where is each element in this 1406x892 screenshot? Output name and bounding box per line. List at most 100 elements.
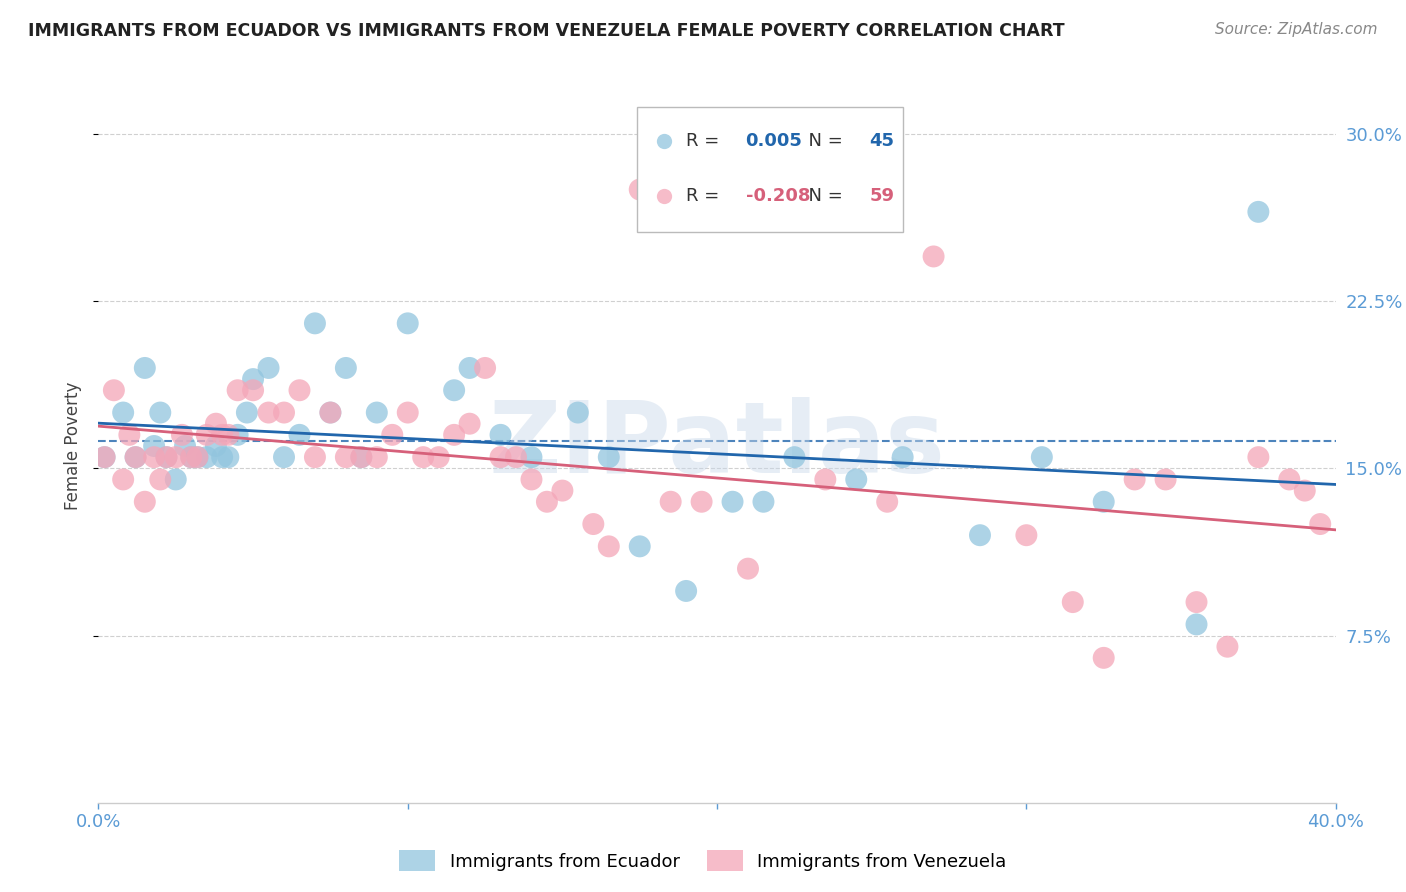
Point — [969, 528, 991, 542]
Legend: Immigrants from Ecuador, Immigrants from Venezuela: Immigrants from Ecuador, Immigrants from… — [392, 843, 1014, 879]
Point — [489, 450, 512, 465]
Point — [505, 450, 527, 465]
Point — [1092, 651, 1115, 665]
Point — [1216, 640, 1239, 654]
Point — [335, 360, 357, 375]
Point — [675, 583, 697, 598]
Point — [236, 405, 259, 420]
Point — [1015, 528, 1038, 542]
Point — [366, 450, 388, 465]
Point — [412, 450, 434, 465]
Point — [737, 562, 759, 576]
Point — [93, 450, 115, 465]
Point — [134, 360, 156, 375]
Point — [304, 450, 326, 465]
Point — [1123, 473, 1146, 487]
Point — [659, 494, 682, 508]
Point — [350, 450, 373, 465]
Point — [366, 405, 388, 420]
Point — [582, 517, 605, 532]
Point — [217, 450, 239, 465]
Point — [520, 473, 543, 487]
Point — [1092, 494, 1115, 508]
Point — [783, 450, 806, 465]
Point — [489, 427, 512, 442]
Point — [165, 473, 187, 487]
Point — [180, 450, 202, 465]
Point — [381, 427, 404, 442]
Point — [443, 384, 465, 398]
Point — [1031, 450, 1053, 465]
Point — [628, 539, 651, 553]
Point — [195, 450, 218, 465]
Point — [721, 494, 744, 508]
Point — [876, 494, 898, 508]
Text: ZIPatlas: ZIPatlas — [489, 398, 945, 494]
Point — [567, 405, 589, 420]
Point — [474, 360, 496, 375]
Text: Source: ZipAtlas.com: Source: ZipAtlas.com — [1215, 22, 1378, 37]
Point — [536, 494, 558, 508]
FancyBboxPatch shape — [637, 107, 903, 232]
Point — [170, 427, 193, 442]
Point — [458, 360, 481, 375]
Point — [690, 494, 713, 508]
Point — [273, 405, 295, 420]
Point — [1309, 517, 1331, 532]
Point — [143, 450, 166, 465]
Point — [458, 417, 481, 431]
Point — [124, 450, 146, 465]
Point — [752, 494, 775, 508]
Point — [195, 427, 218, 442]
Point — [211, 427, 233, 442]
Text: N =: N = — [797, 132, 849, 150]
Point — [396, 405, 419, 420]
Point — [891, 450, 914, 465]
Point — [143, 439, 166, 453]
Point — [242, 372, 264, 386]
Point — [93, 450, 115, 465]
Point — [186, 450, 208, 465]
Point — [350, 450, 373, 465]
Point — [319, 405, 342, 420]
Point — [1278, 473, 1301, 487]
Point — [1154, 473, 1177, 487]
Text: 0.005: 0.005 — [745, 132, 803, 150]
Point — [598, 539, 620, 553]
Point — [1294, 483, 1316, 498]
Point — [396, 317, 419, 331]
Point — [149, 473, 172, 487]
Point — [551, 483, 574, 498]
Point — [922, 249, 945, 264]
Point — [103, 384, 125, 398]
Point — [1247, 450, 1270, 465]
Point — [335, 450, 357, 465]
Point — [1062, 595, 1084, 609]
Point — [112, 473, 135, 487]
Point — [180, 450, 202, 465]
Y-axis label: Female Poverty: Female Poverty — [65, 382, 83, 510]
Point — [520, 450, 543, 465]
Point — [257, 405, 280, 420]
Text: R =: R = — [686, 132, 725, 150]
Point — [124, 450, 146, 465]
Point — [319, 405, 342, 420]
Point — [118, 427, 141, 442]
Point — [205, 417, 228, 431]
Text: R =: R = — [686, 187, 725, 205]
Point — [628, 182, 651, 196]
Point — [1247, 204, 1270, 219]
Point — [242, 384, 264, 398]
Point — [217, 427, 239, 442]
Point — [427, 450, 450, 465]
Point — [186, 450, 208, 465]
Point — [814, 473, 837, 487]
Point — [598, 450, 620, 465]
Point — [226, 427, 249, 442]
Point — [845, 473, 868, 487]
Text: IMMIGRANTS FROM ECUADOR VS IMMIGRANTS FROM VENEZUELA FEMALE POVERTY CORRELATION : IMMIGRANTS FROM ECUADOR VS IMMIGRANTS FR… — [28, 22, 1064, 40]
Text: 59: 59 — [869, 187, 894, 205]
Text: 45: 45 — [869, 132, 894, 150]
Point — [226, 384, 249, 398]
Point — [165, 450, 187, 465]
